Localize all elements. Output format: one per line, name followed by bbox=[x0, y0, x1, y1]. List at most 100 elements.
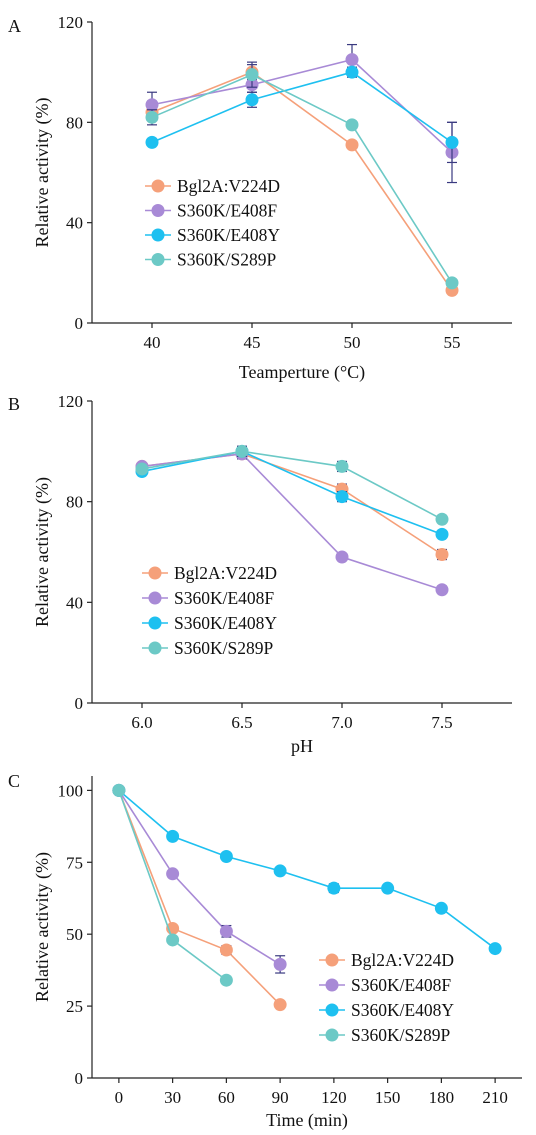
series-S360K/E408Y bbox=[145, 65, 459, 164]
data-point bbox=[435, 548, 449, 562]
data-point bbox=[273, 957, 287, 971]
series-Bgl2A:V224D bbox=[135, 447, 449, 562]
data-point bbox=[435, 583, 449, 597]
data-point bbox=[273, 864, 287, 878]
data-point bbox=[219, 973, 233, 987]
legend-marker bbox=[151, 228, 165, 242]
data-point bbox=[166, 867, 180, 881]
x-tick-label: 45 bbox=[244, 333, 261, 352]
x-axis-label: Time (min) bbox=[266, 1110, 348, 1131]
x-tick-label: 90 bbox=[272, 1088, 289, 1107]
data-point bbox=[112, 783, 126, 797]
series-line bbox=[151, 58, 453, 154]
y-tick-label: 120 bbox=[58, 13, 84, 32]
data-point bbox=[245, 68, 259, 82]
data-point bbox=[235, 444, 249, 458]
series-line bbox=[118, 790, 281, 1006]
data-point bbox=[145, 135, 159, 149]
data-point bbox=[381, 881, 395, 895]
x-tick-label: 180 bbox=[429, 1088, 455, 1107]
y-tick-label: 50 bbox=[66, 925, 83, 944]
legend-entry: S360K/S289P bbox=[319, 1025, 450, 1045]
legend-label: Bgl2A:V224D bbox=[351, 950, 454, 970]
data-point bbox=[345, 138, 359, 152]
legend-marker bbox=[325, 978, 339, 992]
data-point bbox=[273, 998, 287, 1012]
y-axis-label: Relative activity (%) bbox=[32, 852, 53, 1002]
legend-label: S360K/S289P bbox=[174, 638, 273, 658]
y-tick-label: 25 bbox=[66, 997, 83, 1016]
panel-label: A bbox=[8, 16, 21, 36]
x-tick-label: 60 bbox=[218, 1088, 235, 1107]
series-line bbox=[151, 71, 453, 144]
data-point bbox=[145, 98, 159, 112]
x-axis-label: Teamperture (°C) bbox=[239, 362, 365, 383]
legend-entry: S360K/E408Y bbox=[319, 1000, 454, 1020]
x-tick-label: 50 bbox=[344, 333, 361, 352]
series-line bbox=[151, 71, 453, 291]
y-tick-label: 40 bbox=[66, 593, 83, 612]
y-axis-label: Relative activity (%) bbox=[32, 98, 53, 248]
series-line bbox=[141, 450, 443, 536]
data-point bbox=[245, 93, 259, 107]
y-tick-label: 100 bbox=[58, 781, 84, 800]
series-line bbox=[151, 73, 453, 284]
x-tick-label: 7.5 bbox=[431, 713, 452, 732]
legend-entry: Bgl2A:V224D bbox=[319, 950, 454, 970]
y-tick-label: 0 bbox=[75, 1069, 84, 1088]
y-tick-label: 75 bbox=[66, 853, 83, 872]
data-point bbox=[219, 924, 233, 938]
x-tick-label: 55 bbox=[444, 333, 461, 352]
legend-marker bbox=[151, 253, 165, 266]
data-point bbox=[345, 65, 359, 79]
legend-entry: S360K/E408F bbox=[319, 975, 451, 995]
x-tick-label: 40 bbox=[144, 333, 161, 352]
series-S360K/E408Y bbox=[112, 783, 502, 956]
data-point bbox=[335, 550, 349, 564]
legend-label: S360K/E408F bbox=[174, 588, 274, 608]
legend-marker bbox=[325, 1028, 339, 1042]
series-Bgl2A:V224D bbox=[112, 783, 287, 1012]
series-S360K/S289P bbox=[135, 444, 449, 526]
data-point bbox=[335, 490, 349, 504]
legend-entry: S360K/E408F bbox=[142, 588, 274, 608]
data-point bbox=[166, 829, 180, 843]
data-point bbox=[135, 462, 149, 476]
legend-marker bbox=[148, 641, 162, 655]
data-point bbox=[219, 943, 233, 957]
data-point bbox=[434, 901, 448, 915]
legend-entry: Bgl2A:V224D bbox=[142, 563, 277, 583]
legend-marker bbox=[325, 1003, 339, 1017]
x-tick-label: 6.5 bbox=[231, 713, 252, 732]
legend-marker bbox=[325, 953, 339, 967]
y-tick-label: 120 bbox=[58, 392, 84, 411]
x-tick-label: 6.0 bbox=[131, 713, 152, 732]
data-point bbox=[219, 850, 233, 864]
x-tick-label: 120 bbox=[321, 1088, 347, 1107]
legend-entry: S360K/E408Y bbox=[142, 613, 277, 633]
y-tick-label: 0 bbox=[75, 694, 84, 713]
legend-label: S360K/E408Y bbox=[174, 613, 277, 633]
data-point bbox=[145, 110, 159, 124]
legend-label: S360K/S289P bbox=[351, 1025, 450, 1045]
legend-marker bbox=[148, 591, 162, 605]
y-tick-label: 80 bbox=[66, 113, 83, 132]
y-tick-label: 40 bbox=[66, 214, 83, 233]
data-point bbox=[166, 933, 180, 947]
series-line bbox=[118, 790, 227, 981]
legend-label: S360K/E408Y bbox=[351, 1000, 454, 1020]
y-tick-label: 0 bbox=[75, 314, 84, 333]
data-point bbox=[435, 512, 449, 526]
x-tick-label: 7.0 bbox=[331, 713, 352, 732]
legend-label: S360K/E408Y bbox=[177, 225, 280, 245]
chart-panel-C: C 0 25 50 75 100 0 30 60 90 120 150 180 210 Time (min)… bbox=[8, 771, 522, 1131]
y-tick-label: 80 bbox=[66, 493, 83, 512]
series-S360K/E408F bbox=[112, 783, 287, 974]
legend-entry: S360K/E408F bbox=[145, 201, 277, 221]
legend-label: S360K/E408F bbox=[177, 201, 277, 221]
legend-marker bbox=[148, 566, 162, 580]
data-point bbox=[345, 53, 359, 67]
x-axis-label: pH bbox=[291, 736, 313, 756]
y-axis-label: Relative activity (%) bbox=[32, 477, 53, 627]
